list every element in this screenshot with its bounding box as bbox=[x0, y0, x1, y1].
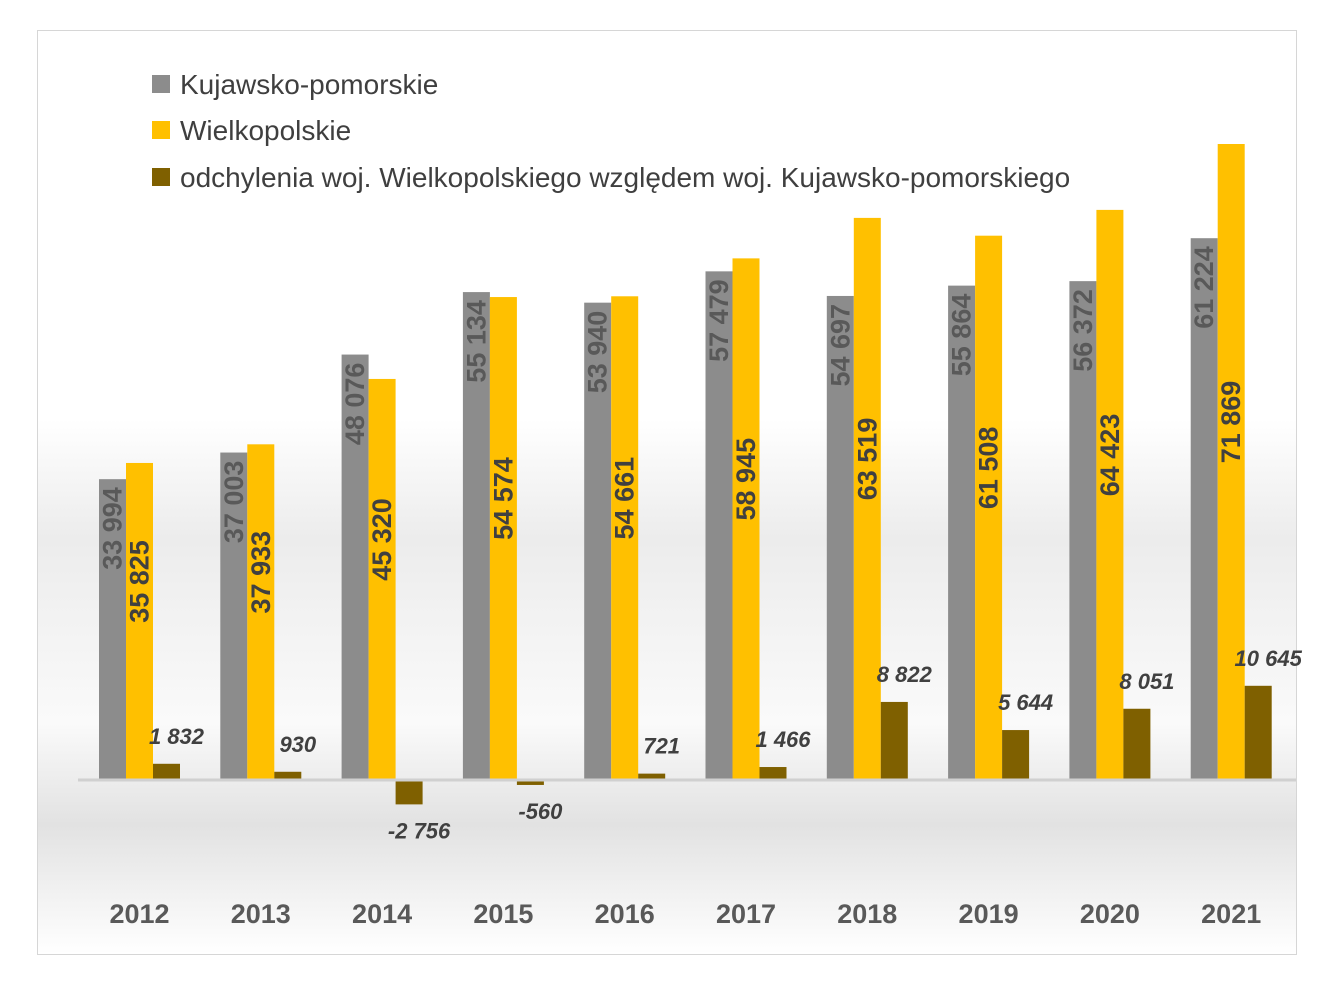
legend: Kujawsko-pomorskie Wielkopolskie odchyleni… bbox=[152, 69, 1070, 193]
bar-wielkopolskie-2019 bbox=[975, 235, 1003, 781]
bar-kujawsko-pomorskie-2013 bbox=[220, 452, 248, 780]
chart-frame bbox=[37, 30, 1297, 955]
label-odchylenia-2012: 1 832 bbox=[149, 724, 205, 749]
bar-odchylenia-2019 bbox=[1002, 730, 1030, 780]
label-wielkopolskie-2017: 58 945 bbox=[731, 438, 761, 521]
bar-wielkopolskie-2014 bbox=[368, 378, 396, 780]
x-tick-2017: 2017 bbox=[716, 899, 776, 929]
label-wielkopolskie-2012: 35 825 bbox=[125, 540, 155, 623]
x-tick-2018: 2018 bbox=[837, 899, 897, 929]
bar-wielkopolskie-2018 bbox=[853, 217, 881, 781]
x-tick-2013: 2013 bbox=[231, 899, 291, 929]
label-wielkopolskie-2014: 45 320 bbox=[367, 498, 397, 581]
bar-wielkopolskie-2015 bbox=[489, 297, 517, 780]
bar-kujawsko-pomorskie-2017 bbox=[705, 271, 733, 780]
legend-label-1: Wielkopolskie bbox=[180, 115, 351, 146]
x-tick-2012: 2012 bbox=[109, 899, 169, 929]
bar-kujawsko-pomorskie-2018 bbox=[826, 295, 854, 780]
label-wielkopolskie-2021: 71 869 bbox=[1216, 381, 1246, 464]
bar-kujawsko-pomorskie-2012 bbox=[99, 479, 126, 780]
bar-odchylenia-2014 bbox=[395, 780, 423, 805]
label-wielkopolskie-2016: 54 661 bbox=[610, 457, 640, 540]
label-wielkopolskie-2018: 63 519 bbox=[852, 418, 882, 501]
label-kujawsko-pomorskie-2012: 33 994 bbox=[98, 487, 128, 570]
label-wielkopolskie-2015: 54 574 bbox=[488, 457, 518, 540]
x-tick-2015: 2015 bbox=[473, 899, 533, 929]
bars bbox=[99, 144, 1272, 805]
x-axis-ticks: 2012 2013 2014 2015 2016 2017 2018 2019 2020 2021 bbox=[109, 899, 1261, 929]
legend-swatch-1 bbox=[152, 121, 170, 139]
label-kujawsko-pomorskie-2021: 61 224 bbox=[1189, 246, 1219, 329]
bar-wielkopolskie-2021 bbox=[1217, 144, 1245, 780]
label-odchylenia-2018: 8 822 bbox=[877, 662, 933, 687]
label-kujawsko-pomorskie-2017: 57 479 bbox=[704, 279, 734, 362]
bar-kujawsko-pomorskie-2014 bbox=[341, 354, 369, 780]
bar-wielkopolskie-2017 bbox=[732, 258, 760, 780]
bar-odchylenia-2013 bbox=[274, 771, 302, 780]
label-kujawsko-pomorskie-2013: 37 003 bbox=[219, 461, 249, 544]
label-kujawsko-pomorskie-2018: 54 697 bbox=[825, 304, 855, 387]
label-odchylenia-2019: 5 644 bbox=[998, 690, 1053, 715]
bar-kujawsko-pomorskie-2016 bbox=[584, 302, 612, 780]
x-tick-2019: 2019 bbox=[959, 899, 1019, 929]
bar-kujawsko-pomorskie-2015 bbox=[462, 292, 490, 780]
bar-odchylenia-2016 bbox=[638, 773, 666, 780]
label-wielkopolskie-2013: 37 933 bbox=[246, 531, 276, 614]
label-odchylenia-2015: -560 bbox=[518, 799, 563, 824]
label-kujawsko-pomorskie-2016: 53 940 bbox=[583, 311, 613, 394]
label-wielkopolskie-2019: 61 508 bbox=[974, 427, 1004, 510]
legend-label-2: odchylenia woj. Wielkopolskiego względem… bbox=[180, 162, 1070, 193]
label-odchylenia-2021: 10 645 bbox=[1235, 646, 1303, 671]
bar-odchylenia-2020 bbox=[1123, 708, 1151, 780]
bar-odchylenia-2012 bbox=[153, 763, 180, 780]
label-odchylenia-2014: -2 756 bbox=[388, 818, 451, 843]
label-kujawsko-pomorskie-2014: 48 076 bbox=[340, 363, 370, 446]
bar-kujawsko-pomorskie-2020 bbox=[1069, 281, 1097, 780]
legend-swatch-0 bbox=[152, 75, 170, 93]
bar-kujawsko-pomorskie-2021 bbox=[1190, 238, 1218, 781]
legend-swatch-2 bbox=[152, 168, 170, 186]
x-tick-2021: 2021 bbox=[1201, 899, 1261, 929]
label-kujawsko-pomorskie-2020: 56 372 bbox=[1068, 289, 1098, 372]
x-tick-2020: 2020 bbox=[1080, 899, 1140, 929]
bar-wielkopolskie-2016 bbox=[611, 296, 639, 780]
label-odchylenia-2017: 1 466 bbox=[755, 727, 811, 752]
label-odchylenia-2013: 930 bbox=[279, 732, 316, 757]
label-wielkopolskie-2020: 64 423 bbox=[1095, 414, 1125, 497]
label-odchylenia-2020: 8 051 bbox=[1119, 669, 1174, 694]
bar-wielkopolskie-2013 bbox=[247, 444, 275, 780]
x-tick-2016: 2016 bbox=[595, 899, 655, 929]
bar-odchylenia-2017 bbox=[759, 767, 787, 780]
bar-odchylenia-2015 bbox=[516, 780, 544, 785]
x-tick-2014: 2014 bbox=[352, 899, 412, 929]
label-odchylenia-2016: 721 bbox=[643, 734, 680, 759]
bar-wielkopolskie-2020 bbox=[1096, 209, 1124, 780]
bar-kujawsko-pomorskie-2019 bbox=[948, 285, 976, 780]
bar-odchylenia-2021 bbox=[1244, 685, 1272, 780]
legend-label-0: Kujawsko-pomorskie bbox=[180, 69, 438, 100]
label-kujawsko-pomorskie-2015: 55 134 bbox=[461, 300, 491, 383]
label-kujawsko-pomorskie-2019: 55 864 bbox=[947, 294, 977, 377]
bar-odchylenia-2018 bbox=[880, 701, 908, 780]
bar-wielkopolskie-2012 bbox=[126, 462, 153, 780]
